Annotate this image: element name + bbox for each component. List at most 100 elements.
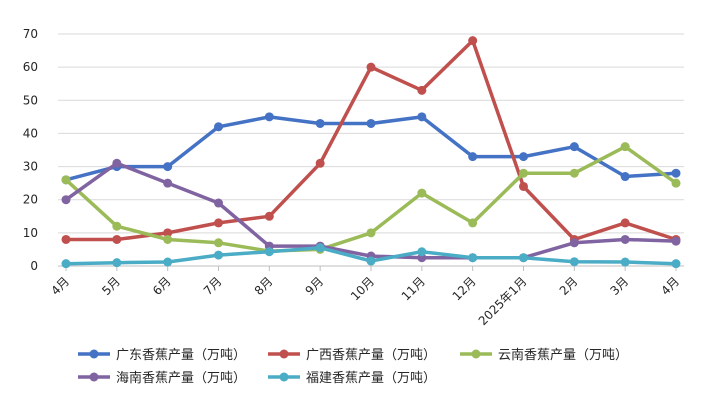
data-point bbox=[671, 168, 681, 178]
data-point bbox=[163, 257, 173, 267]
data-point bbox=[671, 259, 681, 269]
data-point bbox=[569, 168, 579, 178]
x-tick-label: 4月 bbox=[658, 274, 682, 298]
x-tick-label: 5月 bbox=[99, 274, 123, 298]
y-tick-label: 40 bbox=[23, 126, 38, 140]
legend-item: 广东香蕉产量（万吨） bbox=[78, 348, 246, 363]
series-1 bbox=[61, 112, 681, 185]
legend-item: 海南香蕉产量（万吨） bbox=[78, 370, 246, 386]
legend-swatch-marker bbox=[279, 372, 289, 382]
data-point bbox=[315, 118, 325, 128]
series-5 bbox=[61, 243, 681, 269]
data-point bbox=[315, 243, 325, 253]
data-point bbox=[671, 178, 681, 188]
data-point bbox=[61, 175, 71, 185]
x-tick-label: 2月 bbox=[557, 274, 581, 298]
data-point bbox=[366, 228, 376, 238]
data-point bbox=[417, 247, 427, 257]
data-point bbox=[315, 158, 325, 168]
legend-item: 广西香蕉产量（万吨） bbox=[268, 348, 436, 363]
data-point bbox=[417, 85, 427, 95]
data-point bbox=[112, 221, 122, 231]
data-point bbox=[519, 152, 528, 162]
data-point bbox=[468, 152, 478, 162]
legend-item: 云南香蕉产量（万吨） bbox=[460, 347, 628, 363]
data-point bbox=[264, 211, 274, 221]
x-tick-label: 11月 bbox=[399, 274, 428, 303]
data-point bbox=[163, 178, 173, 188]
y-tick-label: 70 bbox=[23, 27, 38, 41]
data-point bbox=[214, 250, 223, 260]
legend-label: 海南香蕉产量（万吨） bbox=[116, 370, 246, 386]
data-point bbox=[519, 253, 528, 263]
x-tick-label: 7月 bbox=[201, 274, 225, 298]
data-point bbox=[569, 257, 579, 267]
x-tick-label: 12月 bbox=[450, 274, 479, 303]
legend-swatch-marker bbox=[471, 349, 481, 359]
x-tick-label: 2025年1月 bbox=[476, 274, 530, 328]
legend: 广东香蕉产量（万吨） 广西香蕉产量（万吨） 云南香蕉产量（万吨） 海南香蕉产量（万吨）… bbox=[78, 347, 628, 386]
x-tick-label: 9月 bbox=[303, 274, 327, 298]
data-point bbox=[620, 257, 630, 267]
data-point bbox=[569, 238, 579, 248]
legend-item: 福建香蕉产量（万吨） bbox=[268, 371, 436, 386]
data-point bbox=[163, 234, 173, 244]
data-point bbox=[214, 218, 223, 228]
data-point bbox=[468, 218, 478, 228]
data-point bbox=[366, 256, 376, 266]
data-point bbox=[417, 112, 427, 122]
data-point bbox=[569, 142, 579, 152]
y-tick-label: 50 bbox=[23, 93, 38, 107]
data-point bbox=[163, 228, 173, 238]
x-tick-label: 6月 bbox=[150, 274, 174, 298]
legend-swatch-marker bbox=[89, 349, 99, 359]
data-point bbox=[163, 162, 173, 172]
data-point bbox=[468, 253, 478, 263]
y-axis-ticks: 0 10 20 30 40 50 60 70 bbox=[23, 27, 38, 273]
x-tick-label: 8月 bbox=[252, 274, 276, 298]
data-point bbox=[214, 122, 223, 132]
y-tick-label: 60 bbox=[23, 60, 38, 74]
data-point bbox=[468, 36, 478, 46]
data-point bbox=[366, 62, 376, 72]
data-point bbox=[620, 218, 630, 228]
series-4 bbox=[61, 158, 681, 263]
data-point bbox=[671, 236, 681, 246]
data-point bbox=[417, 188, 427, 198]
data-point bbox=[519, 181, 528, 191]
data-point bbox=[620, 142, 630, 152]
data-point bbox=[620, 172, 630, 182]
data-point bbox=[214, 238, 223, 248]
data-point bbox=[112, 258, 122, 268]
y-tick-label: 20 bbox=[23, 193, 38, 207]
data-point bbox=[264, 112, 274, 122]
data-point bbox=[112, 158, 122, 168]
data-point bbox=[61, 234, 71, 244]
legend-label: 广东香蕉产量（万吨） bbox=[116, 348, 246, 363]
series-3 bbox=[61, 142, 681, 256]
legend-label: 福建香蕉产量（万吨） bbox=[306, 371, 436, 386]
y-tick-label: 30 bbox=[23, 160, 38, 174]
axes bbox=[58, 265, 684, 271]
data-point bbox=[61, 195, 71, 205]
data-point bbox=[61, 259, 71, 269]
data-point bbox=[112, 234, 122, 244]
y-tick-label: 0 bbox=[30, 259, 38, 273]
series-line bbox=[64, 161, 678, 260]
x-tick-label: 3月 bbox=[608, 274, 632, 298]
legend-swatch-marker bbox=[279, 349, 289, 359]
data-point bbox=[620, 234, 630, 244]
legend-swatch-marker bbox=[89, 372, 99, 382]
y-tick-label: 10 bbox=[23, 226, 38, 240]
data-point bbox=[519, 168, 528, 178]
series-lines bbox=[61, 36, 681, 269]
legend-label: 广西香蕉产量（万吨） bbox=[306, 348, 436, 363]
data-point bbox=[264, 247, 274, 257]
data-point bbox=[366, 118, 376, 128]
x-tick-label: 4月 bbox=[48, 274, 72, 298]
data-point bbox=[214, 198, 223, 208]
legend-label: 云南香蕉产量（万吨） bbox=[498, 347, 628, 363]
